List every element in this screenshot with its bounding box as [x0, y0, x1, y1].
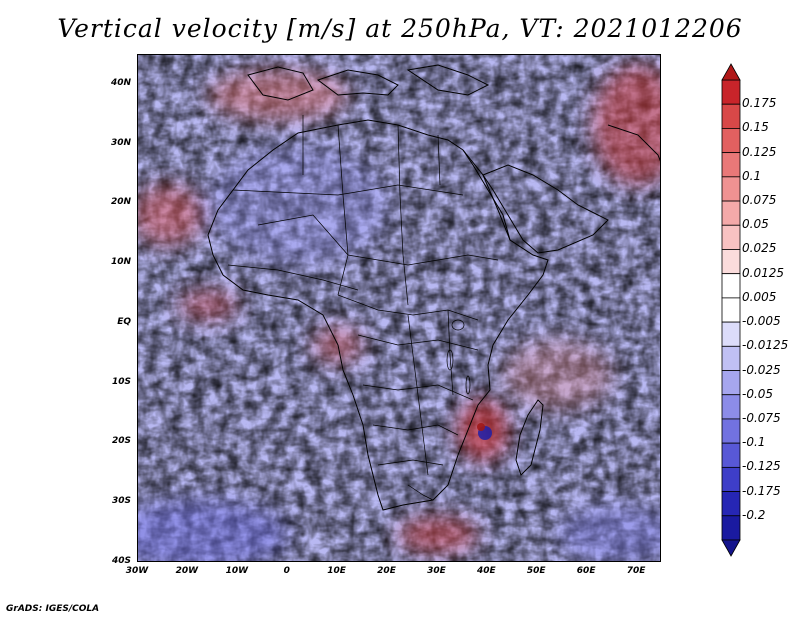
colorbar-segment [721, 466, 741, 492]
colorbar-segment [721, 345, 741, 371]
colorbar-tick-label: -0.0125 [742, 338, 789, 353]
lat-tick-label: 30N [110, 137, 131, 148]
lon-tick-label: 10W [225, 566, 249, 576]
colorbar-segment [721, 200, 741, 226]
lat-tick-label: EQ [117, 316, 131, 327]
credit-text: GrADS: IGES/COLA [6, 604, 100, 614]
colorbar-tick-label: -0.175 [742, 483, 781, 498]
lat-tick-label: 20S [111, 436, 131, 447]
colorbar [721, 63, 741, 557]
colorbar-tick-label: 0.175 [742, 96, 777, 111]
colorbar-tick-label: -0.005 [742, 314, 781, 329]
colorbar-tick-label: 0.025 [742, 241, 777, 256]
colorbar-segment [721, 152, 741, 178]
lon-tick-label: 70E [626, 566, 646, 576]
lon-tick-label: 10E [327, 566, 346, 576]
colorbar-segment [721, 79, 741, 105]
colorbar-max-arrow [721, 63, 741, 81]
colorbar-tick-label: -0.1 [742, 435, 766, 450]
colorbar-tick-label: 0.075 [742, 193, 777, 208]
lat-tick-label: 20N [110, 197, 131, 208]
lon-tick-label: 30E [427, 566, 446, 576]
colorbar-segment [721, 442, 741, 468]
colorbar-segment [721, 176, 741, 202]
lat-tick-label: 40N [110, 77, 131, 88]
africa-coastline [207, 119, 549, 511]
lon-tick-label: 40E [476, 566, 496, 576]
colorbar-segment [721, 418, 741, 444]
colorbar-tick-label: 0.0125 [742, 265, 784, 280]
colorbar-segment [721, 224, 741, 250]
colorbar-tick-label: -0.025 [742, 362, 781, 377]
colorbar-tick-label: -0.2 [742, 507, 766, 522]
lon-tick-label: 20E [377, 566, 396, 576]
lon-tick-label: 20W [175, 566, 199, 576]
lat-tick-label: 30S [111, 496, 131, 507]
madagascar-coastline [515, 399, 544, 476]
colorbar-segment [721, 321, 741, 347]
colorbar-segment [721, 515, 741, 541]
lat-tick-label: 10S [111, 376, 131, 387]
borders [227, 115, 499, 501]
colorbar-tick-label: -0.125 [742, 459, 781, 474]
colorbar-tick-label: 0.05 [742, 217, 769, 232]
lon-tick-label: 30W [125, 566, 149, 576]
colorbar-segment [721, 273, 741, 299]
colorbar-tick-label: 0.1 [742, 168, 762, 183]
regional-tints [138, 65, 660, 561]
colorbar-segment [721, 491, 741, 517]
colorbar-tick-label: -0.05 [742, 386, 774, 401]
lat-tick-label: 40S [111, 556, 131, 566]
colorbar-segment [721, 394, 741, 420]
page-title: Vertical velocity [m/s] at 250hPa, VT: 2… [57, 14, 743, 43]
lon-tick-label: 60E [576, 566, 596, 576]
colorbar-tick-label: 0.15 [742, 120, 769, 135]
colorbar-tick-label: 0.125 [742, 144, 777, 159]
lon-tick-label: 0 [283, 566, 290, 576]
colorbar-tick-label: -0.075 [742, 410, 781, 425]
map-panel[interactable] [137, 54, 661, 562]
arabia-coastline [482, 164, 609, 254]
coastlines [207, 64, 660, 511]
colorbar-min-arrow [721, 539, 741, 557]
colorbar-segment [721, 297, 741, 323]
colorbar-tick-label: 0.005 [742, 289, 777, 304]
lon-tick-label: 50E [526, 566, 546, 576]
colorbar-segment [721, 103, 741, 129]
colorbar-segment [721, 128, 741, 154]
lat-tick-label: 10N [110, 257, 131, 268]
map-svg [138, 55, 660, 561]
colorbar-segment [721, 370, 741, 396]
colorbar-segment [721, 249, 741, 275]
